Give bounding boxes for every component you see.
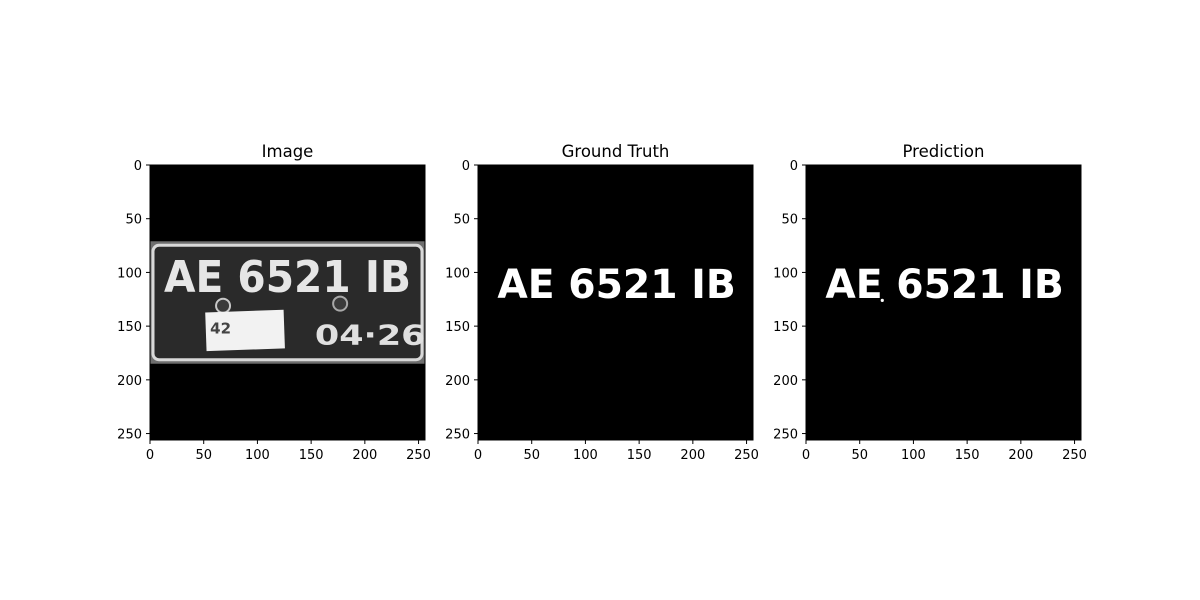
panel-image: Image 42 AE 6521 IB 04·26 0 50 100 150 200 250 0 50…	[117, 142, 431, 463]
x-tick-label: 150	[955, 448, 980, 463]
bolt-right	[332, 295, 349, 312]
image-area	[478, 165, 753, 440]
x-tick-label: 0	[802, 448, 810, 463]
y-tick-label: 100	[445, 266, 470, 281]
image-area	[806, 165, 1081, 440]
y-tick-label: 200	[773, 374, 798, 389]
x-tick-label: 50	[851, 448, 868, 463]
axes-frame	[477, 164, 754, 441]
panel-prediction: Prediction AE 6521 IB 0 50 100 150 200 250 0 50 10…	[773, 142, 1087, 463]
panel-title: Image	[262, 142, 314, 161]
y-tick-label: 250	[773, 428, 798, 443]
mask-text: AE 6521 IB	[497, 262, 735, 308]
x-tick-label: 250	[734, 448, 759, 463]
x-tick-label: 0	[146, 448, 154, 463]
x-tick-label: 250	[406, 448, 431, 463]
y-tick-label: 250	[117, 428, 142, 443]
axes-frame	[805, 164, 1082, 441]
mask-text: AE 6521 IB	[825, 262, 1063, 308]
x-tick-label: 200	[680, 448, 705, 463]
x-tick-label: 200	[1008, 448, 1033, 463]
x-tick-label: 200	[352, 448, 377, 463]
y-tick-label: 0	[790, 159, 798, 174]
x-tick-label: 250	[1062, 448, 1087, 463]
y-tick-label: 100	[117, 266, 142, 281]
panel-ground-truth: Ground Truth AE 6521 IB 0 50 100 150 200 250 0 50…	[445, 142, 759, 463]
y-tick-label: 200	[445, 374, 470, 389]
panel-title: Prediction	[903, 142, 985, 161]
x-tick-label: 100	[901, 448, 926, 463]
y-tick-label: 50	[781, 213, 798, 228]
y-tick-label: 150	[117, 320, 142, 335]
y-tick-label: 150	[445, 320, 470, 335]
y-tick-label: 0	[462, 159, 470, 174]
y-tick-label: 50	[453, 213, 470, 228]
plate-date: 04·26	[315, 318, 426, 351]
y-tick-label: 50	[125, 213, 142, 228]
axes-frame	[149, 164, 426, 441]
y-tick-label: 200	[117, 374, 142, 389]
sticker-text: 42	[210, 320, 231, 338]
x-tick-label: 150	[627, 448, 652, 463]
prediction-artifact	[880, 298, 884, 302]
y-tick-label: 250	[445, 428, 470, 443]
x-tick-label: 0	[474, 448, 482, 463]
x-tick-label: 100	[245, 448, 270, 463]
y-tick-label: 100	[773, 266, 798, 281]
plate-number: AE 6521 IB	[164, 252, 411, 303]
y-tick-label: 150	[773, 320, 798, 335]
x-tick-label: 150	[299, 448, 324, 463]
plate-photo: 42 AE 6521 IB 04·26	[150, 241, 426, 364]
y-tick-label: 0	[134, 159, 142, 174]
x-tick-label: 50	[195, 448, 212, 463]
panel-title: Ground Truth	[562, 142, 670, 161]
x-tick-label: 50	[523, 448, 540, 463]
plate-sticker	[205, 309, 285, 352]
x-tick-label: 100	[573, 448, 598, 463]
